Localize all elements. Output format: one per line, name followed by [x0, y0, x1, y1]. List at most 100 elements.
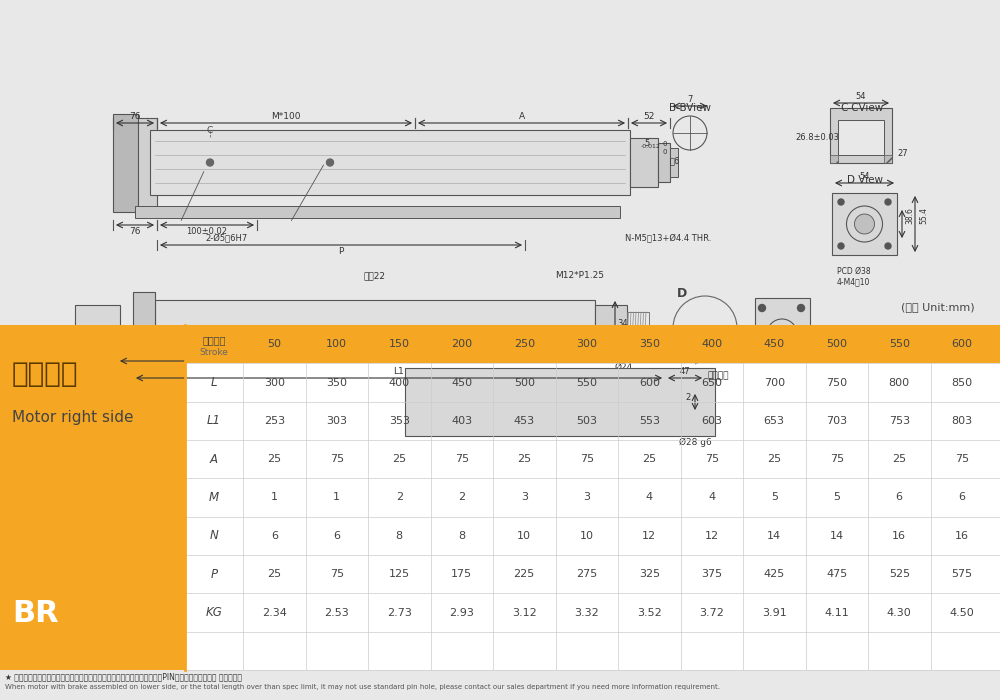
Text: 3.72: 3.72 [699, 608, 724, 617]
Text: ★ 馬達下折時，若適用到剛馬達，或是超出馬達總長度限制時無法套用標準PIN孔，如有需求請討司 我司業務。: ★ 馬達下折時，若適用到剛馬達，或是超出馬達總長度限制時無法套用標準PIN孔，如… [5, 672, 242, 681]
Text: 76: 76 [129, 227, 141, 236]
Bar [763, 327, 773, 342]
Bar [117, 366, 135, 438]
Bar [133, 292, 155, 363]
Text: L: L [408, 349, 414, 359]
Text: 25: 25 [267, 569, 281, 579]
Text: 350: 350 [639, 340, 660, 349]
Text: PCD Ø38: PCD Ø38 [837, 267, 871, 276]
Text: 14: 14 [830, 531, 844, 541]
Bar [135, 118, 157, 208]
Text: Ø24: Ø24 [615, 363, 633, 372]
Text: 6: 6 [896, 493, 903, 503]
Text: 54: 54 [856, 92, 866, 101]
Text: 75: 75 [330, 569, 344, 579]
Text: Ø28 g6: Ø28 g6 [679, 438, 711, 447]
Text: 5: 5 [771, 493, 778, 503]
Text: 5: 5 [645, 139, 650, 148]
Text: 75: 75 [330, 454, 344, 464]
Bar [155, 300, 595, 355]
Text: M*100: M*100 [271, 112, 301, 121]
Text: 1: 1 [271, 493, 278, 503]
Bar [832, 193, 897, 255]
Text: 450: 450 [451, 377, 472, 388]
Circle shape [838, 199, 844, 205]
Text: 275: 275 [576, 569, 597, 579]
Text: P: P [210, 568, 218, 581]
Text: 300: 300 [576, 340, 597, 349]
Circle shape [885, 243, 891, 249]
Text: BR: BR [12, 599, 59, 628]
Text: 27: 27 [897, 149, 908, 158]
Text: 26.8±0.03: 26.8±0.03 [795, 134, 839, 143]
Text: 550: 550 [576, 377, 597, 388]
Text: 7: 7 [687, 95, 693, 104]
Text: 653: 653 [764, 416, 785, 426]
Text: 125: 125 [389, 569, 410, 579]
Text: 38.6: 38.6 [905, 207, 914, 224]
Text: 14: 14 [767, 531, 781, 541]
Text: 25: 25 [392, 454, 406, 464]
Text: 500: 500 [826, 340, 847, 349]
Text: 3: 3 [521, 493, 528, 503]
Text: 12: 12 [705, 531, 719, 541]
Text: 52: 52 [643, 112, 655, 121]
Text: KG: KG [206, 606, 222, 619]
Text: 47: 47 [680, 367, 690, 376]
Text: 75: 75 [955, 454, 969, 464]
Text: D: D [677, 287, 687, 300]
Bar [150, 130, 630, 195]
Text: 850: 850 [951, 377, 972, 388]
Text: 703: 703 [826, 416, 847, 426]
Circle shape [759, 360, 766, 367]
Text: 750: 750 [826, 377, 847, 388]
Text: 700: 700 [764, 377, 785, 388]
Text: 4.30: 4.30 [887, 608, 912, 617]
Text: 650: 650 [701, 377, 722, 388]
Text: 75: 75 [705, 454, 719, 464]
Text: 5: 5 [833, 493, 840, 503]
Text: 深6: 深6 [670, 156, 680, 165]
Text: 450: 450 [764, 340, 785, 349]
Circle shape [326, 159, 334, 166]
Text: 253: 253 [264, 416, 285, 426]
Text: 3.52: 3.52 [637, 608, 662, 617]
Circle shape [207, 159, 214, 166]
Text: N: N [210, 529, 218, 542]
Bar [630, 138, 658, 187]
Text: 馬達右折: 馬達右折 [12, 360, 78, 388]
Text: 3.91: 3.91 [762, 608, 787, 617]
Text: 403: 403 [451, 416, 472, 426]
Text: (單位 Unit:mm): (單位 Unit:mm) [901, 302, 975, 312]
Text: 2: 2 [686, 393, 691, 402]
Text: 16: 16 [892, 531, 906, 541]
Text: 25: 25 [267, 454, 281, 464]
Text: 12: 12 [642, 531, 656, 541]
Bar [185, 325, 1000, 363]
Text: 8: 8 [458, 531, 465, 541]
Text: 350: 350 [326, 377, 347, 388]
Text: L1: L1 [207, 414, 221, 427]
Bar [695, 391, 730, 413]
Text: 25: 25 [642, 454, 656, 464]
Bar [755, 298, 810, 370]
Text: 75: 75 [830, 454, 844, 464]
Text: 2.53: 2.53 [324, 608, 349, 617]
Text: 600: 600 [639, 377, 660, 388]
Text: 有效行程: 有效行程 [202, 335, 226, 345]
Text: 25: 25 [767, 454, 781, 464]
Text: 10: 10 [580, 531, 594, 541]
Text: 550: 550 [889, 340, 910, 349]
Text: 100: 100 [326, 340, 347, 349]
Text: -0.012: -0.012 [641, 144, 661, 148]
Text: Stroke: Stroke [200, 348, 228, 357]
Bar [670, 148, 678, 177]
Circle shape [798, 360, 804, 367]
Text: 3.12: 3.12 [512, 608, 537, 617]
Text: 325: 325 [639, 569, 660, 579]
Text: P: P [338, 247, 344, 256]
Text: 353: 353 [389, 416, 410, 426]
Text: 2: 2 [458, 493, 465, 503]
Text: 2-Ø5深6H7: 2-Ø5深6H7 [205, 233, 247, 242]
Bar [665, 380, 695, 424]
